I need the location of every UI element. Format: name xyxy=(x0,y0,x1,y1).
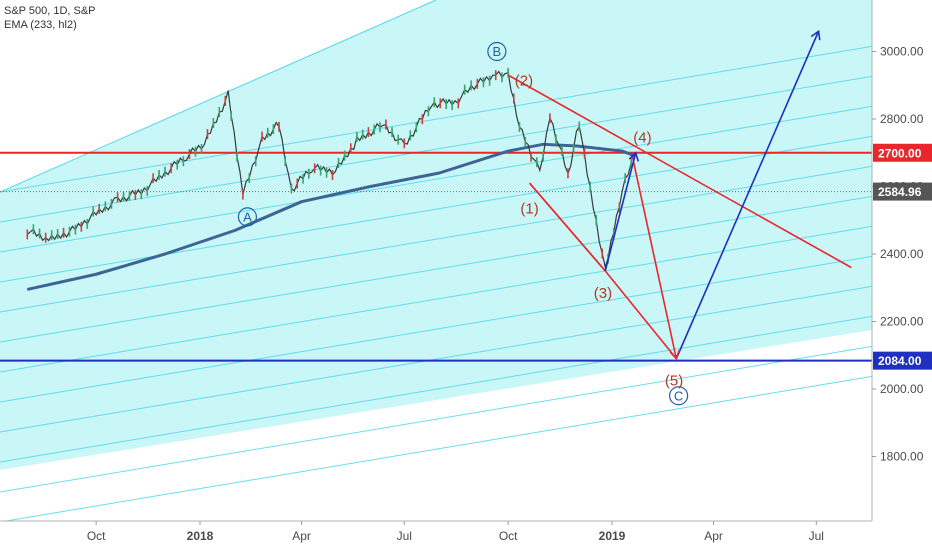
level-tag-0-bg xyxy=(873,143,932,162)
symbol-label: S&P 500, 1D, S&P xyxy=(4,5,96,17)
y-tick-label: 2800.00 xyxy=(880,112,924,126)
x-tick-label: 2019 xyxy=(599,529,626,543)
wave-label-6: (4) xyxy=(633,130,651,147)
fan-fill xyxy=(0,0,872,470)
x-tick-label: Oct xyxy=(87,529,106,543)
arrow-head-blue-up xyxy=(810,29,821,41)
wave-circle-B xyxy=(487,41,507,62)
wave-circle-A xyxy=(237,207,258,227)
level-tag-1-bg xyxy=(873,351,932,370)
chart-legend: S&P 500, 1D, S&P EMA (233, hl2) xyxy=(4,4,96,32)
fan-line xyxy=(0,135,873,283)
horizontal-levels xyxy=(0,151,872,362)
x-axis-bg xyxy=(0,521,932,550)
wave-label-4: (2) xyxy=(515,72,533,89)
projection-red-leg xyxy=(528,182,606,272)
fan-upper-line xyxy=(0,0,437,193)
x-tick-label: Apr xyxy=(292,529,311,543)
wave-labels: A B C (1) (2) (3) (4) (5) xyxy=(237,41,689,406)
y-tick-label: 3000.00 xyxy=(880,45,924,59)
y-tick-label: 2000.00 xyxy=(880,382,924,396)
wave-label-C: C xyxy=(674,388,683,403)
wave-label-7: (5) xyxy=(665,373,683,390)
y-tick-label: 2400.00 xyxy=(880,247,924,261)
projection-blue-up xyxy=(675,30,820,359)
current-price-tag-bg xyxy=(873,182,932,201)
fan-line xyxy=(0,375,873,523)
x-tick-label: 2018 xyxy=(187,529,214,543)
pitchfork-fan xyxy=(0,0,873,523)
x-tick-label: Apr xyxy=(704,529,723,543)
projection-red-upper xyxy=(507,74,852,269)
y-axis-bg xyxy=(872,0,932,550)
fan-line xyxy=(0,105,873,253)
ema-line xyxy=(26,142,637,291)
price-polyline xyxy=(26,70,632,269)
fan-line xyxy=(0,45,873,193)
fan-line xyxy=(0,315,873,463)
wave-label-3: (1) xyxy=(520,201,538,218)
wave-label-A: A xyxy=(243,209,252,224)
fan-line xyxy=(0,285,873,433)
fan-line xyxy=(0,225,873,373)
projection-blue-to-4 xyxy=(604,152,637,272)
fan-line xyxy=(0,195,873,343)
level-tag-0-text: 2700.00 xyxy=(878,146,922,160)
x-tick-label: Oct xyxy=(499,529,518,543)
wave-label-B: B xyxy=(493,44,502,59)
arrow-head-red-5 xyxy=(669,349,680,361)
y-tick-label: 1800.00 xyxy=(880,450,924,464)
fan-line xyxy=(0,75,873,223)
y-tick-label: 2200.00 xyxy=(880,315,924,329)
ema-polyline xyxy=(26,142,637,291)
level-tag-1-text: 2084.00 xyxy=(878,354,922,368)
fan-line xyxy=(0,165,873,313)
indicator-label: EMA (233, hl2) xyxy=(4,19,77,31)
projection-lines xyxy=(507,29,852,361)
x-tick-label: Jul xyxy=(809,529,824,543)
fan-line xyxy=(0,255,873,403)
wave-label-5: (3) xyxy=(594,285,612,302)
projection-red-to-5 xyxy=(631,155,678,359)
fan-line xyxy=(0,345,873,493)
x-tick-label: Jul xyxy=(397,529,412,543)
wave-circle-C xyxy=(668,386,689,406)
current-price-tag-text: 2584.96 xyxy=(878,185,922,199)
arrow-head-blue-4 xyxy=(628,151,640,162)
